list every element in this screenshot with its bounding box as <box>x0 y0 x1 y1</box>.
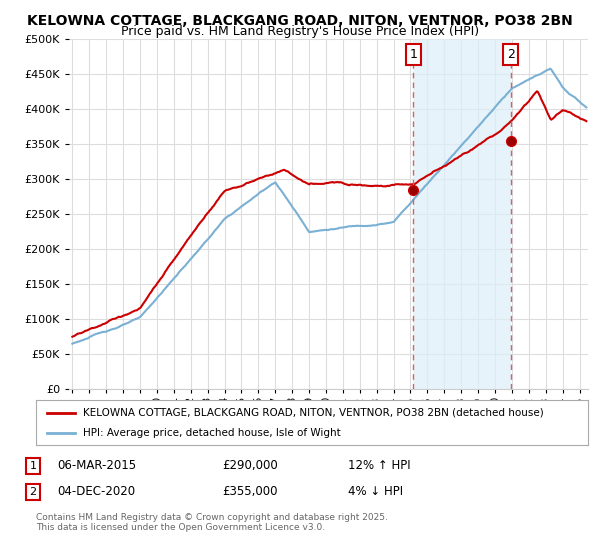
Text: KELOWNA COTTAGE, BLACKGANG ROAD, NITON, VENTNOR, PO38 2BN (detached house): KELOWNA COTTAGE, BLACKGANG ROAD, NITON, … <box>83 408 544 418</box>
Text: 12% ↑ HPI: 12% ↑ HPI <box>348 459 410 473</box>
Text: 2: 2 <box>506 48 515 61</box>
Text: 1: 1 <box>409 48 418 61</box>
Text: 4% ↓ HPI: 4% ↓ HPI <box>348 485 403 498</box>
Text: Contains HM Land Registry data © Crown copyright and database right 2025.: Contains HM Land Registry data © Crown c… <box>36 513 388 522</box>
Text: Price paid vs. HM Land Registry's House Price Index (HPI): Price paid vs. HM Land Registry's House … <box>121 25 479 38</box>
Text: 06-MAR-2015: 06-MAR-2015 <box>57 459 136 473</box>
Bar <box>413 39 511 389</box>
Text: 1: 1 <box>29 461 37 471</box>
Text: 2: 2 <box>29 487 37 497</box>
Text: £355,000: £355,000 <box>222 485 277 498</box>
Text: This data is licensed under the Open Government Licence v3.0.: This data is licensed under the Open Gov… <box>36 523 325 533</box>
Text: HPI: Average price, detached house, Isle of Wight: HPI: Average price, detached house, Isle… <box>83 428 341 438</box>
Text: £290,000: £290,000 <box>222 459 278 473</box>
Text: 04-DEC-2020: 04-DEC-2020 <box>57 485 135 498</box>
Text: KELOWNA COTTAGE, BLACKGANG ROAD, NITON, VENTNOR, PO38 2BN: KELOWNA COTTAGE, BLACKGANG ROAD, NITON, … <box>27 14 573 28</box>
